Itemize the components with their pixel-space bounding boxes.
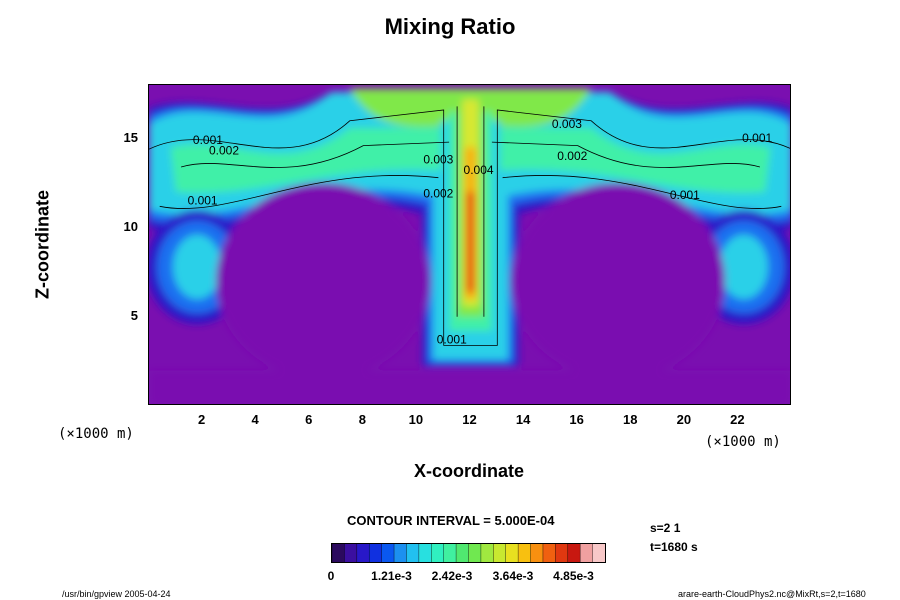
contour-line bbox=[491, 141, 761, 168]
colorbar-swatches bbox=[331, 544, 606, 562]
colorbar-swatch bbox=[530, 544, 544, 562]
x-tick-label: 16 bbox=[569, 412, 584, 427]
colorbar-swatch bbox=[468, 544, 482, 562]
contour-line bbox=[180, 141, 450, 168]
contour-line bbox=[149, 109, 790, 346]
contour-interval-label: CONTOUR INTERVAL = 5.000E-04 bbox=[347, 513, 555, 528]
y-tick-label: 10 bbox=[123, 218, 138, 234]
x-tick-label: 22 bbox=[730, 412, 745, 427]
colorbar-tick-label: 2.42e-3 bbox=[431, 569, 473, 583]
colorbar bbox=[331, 543, 606, 563]
colorbar-tick-label: 0 bbox=[327, 569, 335, 583]
x-tick-label: 18 bbox=[623, 412, 638, 427]
colorbar-swatch bbox=[567, 544, 581, 562]
contour-label: 0.001 bbox=[742, 131, 772, 145]
colorbar-swatch bbox=[394, 544, 407, 562]
colorbar-swatch bbox=[592, 544, 606, 562]
contour-label: 0.002 bbox=[557, 149, 587, 163]
contour-field: 0.0010.0020.0010.0030.0020.0040.0030.002… bbox=[149, 85, 790, 404]
colorbar-swatch bbox=[332, 544, 345, 562]
s-label: s=2 1 bbox=[650, 521, 681, 535]
colorbar-swatch bbox=[443, 544, 457, 562]
x-tick-label: 12 bbox=[462, 412, 477, 427]
contour-line bbox=[502, 175, 782, 209]
side-vortex bbox=[719, 234, 768, 299]
x-axis-label: X-coordinate bbox=[413, 461, 524, 481]
contour-label: 0.003 bbox=[423, 152, 453, 166]
footer-right: arare-earth-CloudPhys2.nc@MixRt,s=2,t=16… bbox=[678, 589, 866, 599]
y-tick-label: 15 bbox=[123, 129, 138, 145]
colorbar-swatch bbox=[356, 544, 370, 562]
contour-label: 0.002 bbox=[209, 144, 239, 158]
colorbar-swatch bbox=[580, 544, 593, 562]
contour-label: 0.004 bbox=[464, 163, 494, 177]
y-tick-label: 5 bbox=[130, 307, 138, 323]
colorbar-swatch bbox=[406, 544, 420, 562]
contour-label: 0.001 bbox=[193, 133, 223, 147]
x-tick-label: 10 bbox=[408, 412, 424, 427]
colorbar-tick-label: 4.85e-3 bbox=[553, 569, 594, 583]
x-tick-label: 6 bbox=[305, 412, 313, 427]
colorbar-swatch bbox=[518, 544, 531, 562]
colorbar-swatch bbox=[431, 544, 444, 562]
clear-air bbox=[149, 370, 790, 404]
side-vortex bbox=[173, 234, 222, 299]
x-tick-label: 4 bbox=[251, 412, 259, 427]
clear-air bbox=[510, 183, 726, 380]
updraft-column bbox=[466, 192, 475, 292]
colorbar-tick-label: 1.21e-3 bbox=[371, 569, 412, 583]
x-unit-right: (×1000 m) bbox=[705, 434, 781, 450]
x-tick-label: 2 bbox=[197, 412, 206, 427]
x-tick-label: 14 bbox=[515, 412, 531, 427]
colorbar-swatch bbox=[381, 544, 395, 562]
x-tick-label: 8 bbox=[358, 412, 366, 427]
chart-title: Mixing Ratio bbox=[384, 14, 516, 39]
contour-label: 0.001 bbox=[670, 188, 700, 202]
colorbar-swatch bbox=[505, 544, 519, 562]
colorbar-swatch bbox=[542, 544, 556, 562]
plot-area: 0.001 0.002 0.001 0.003 0.002 0.004 0.003 0.002… bbox=[148, 84, 791, 405]
footer-left: /usr/bin/gpview 2005-04-24 bbox=[62, 589, 171, 599]
contour-label: 0.001 bbox=[437, 333, 467, 347]
colorbar-swatch bbox=[456, 544, 469, 562]
contour-line bbox=[159, 175, 439, 209]
colorbar-swatch bbox=[344, 544, 358, 562]
t-label: t=1680 s bbox=[650, 540, 698, 554]
colorbar-swatch bbox=[418, 544, 432, 562]
y-axis-label: Z-coordinate bbox=[32, 190, 53, 300]
clear-air bbox=[215, 183, 431, 380]
colorbar-tick-label: 3.64e-3 bbox=[492, 569, 534, 583]
colorbar-swatch bbox=[493, 544, 507, 562]
x-unit-left: (×1000 m) bbox=[58, 426, 134, 442]
colorbar-swatch bbox=[480, 544, 494, 562]
colorbar-swatch bbox=[369, 544, 382, 562]
contour-label: 0.001 bbox=[188, 193, 218, 207]
contour-label: 0.003 bbox=[552, 117, 582, 131]
contour-label: 0.002 bbox=[423, 186, 453, 200]
x-tick-label: 20 bbox=[676, 412, 692, 427]
contour-line bbox=[456, 106, 485, 317]
colorbar-swatch bbox=[555, 544, 569, 562]
